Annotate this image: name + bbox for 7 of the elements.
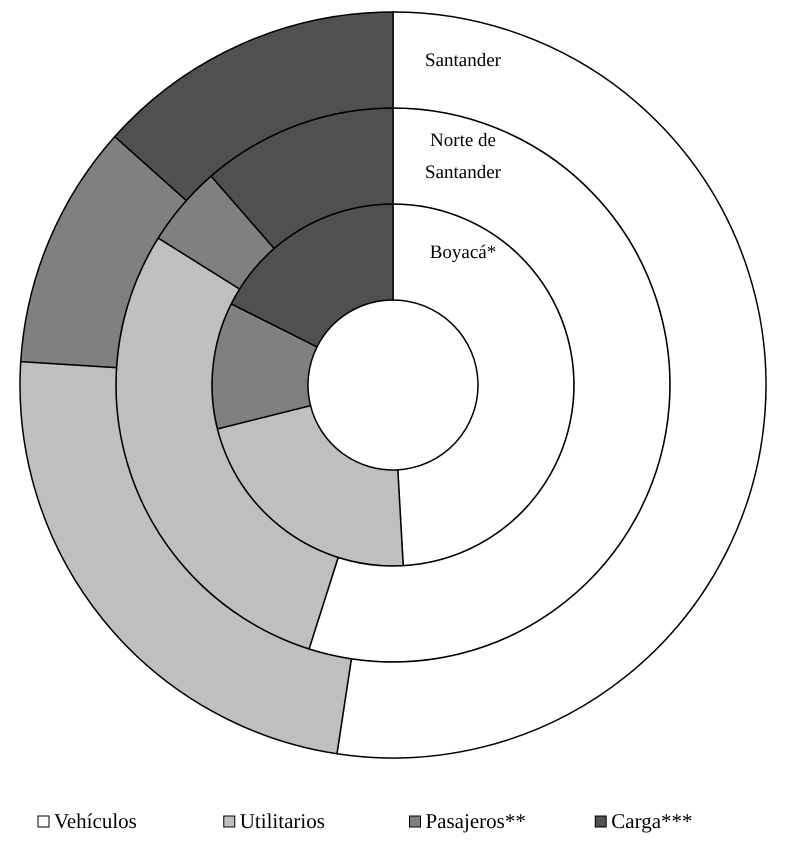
legend-label: Vehículos: [54, 809, 137, 833]
legend-label: Carga***: [611, 809, 693, 833]
slice-label: Santander: [425, 50, 502, 71]
slice-label: Boyacá*: [430, 242, 496, 263]
slice-label: Norte de Santander: [425, 130, 502, 183]
legend-label: Utilitarios: [240, 809, 325, 833]
legend-label: Pasajeros**: [426, 809, 526, 833]
